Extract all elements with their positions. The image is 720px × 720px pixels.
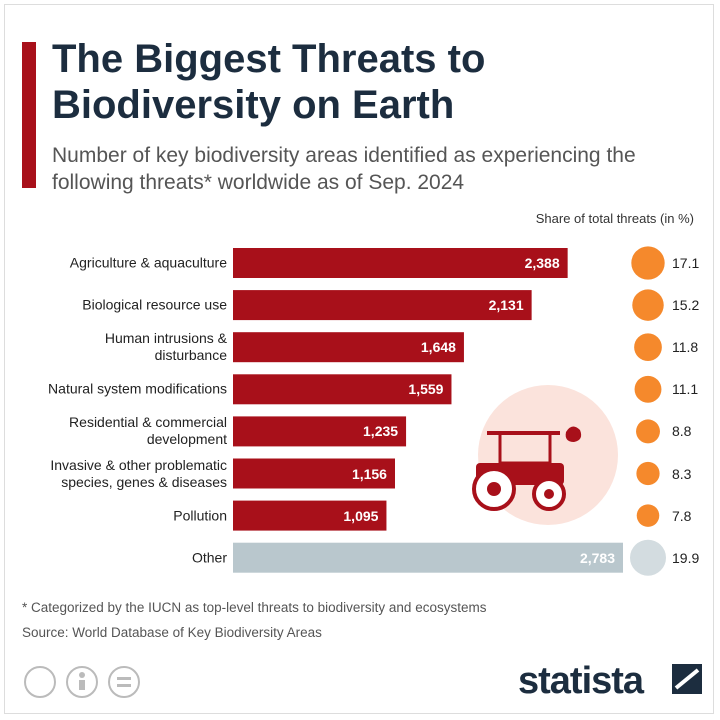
- value-label: 1,156: [351, 465, 387, 482]
- category-label: Biological resource use: [82, 296, 227, 313]
- bar: [233, 542, 623, 573]
- share-circle: [636, 504, 660, 527]
- share-label: 8.3: [672, 465, 692, 482]
- bar: [233, 374, 452, 405]
- category-label: Pollution: [173, 507, 227, 524]
- bar: [233, 458, 395, 489]
- value-label: 1,235: [363, 423, 399, 440]
- license-icons: [24, 666, 140, 698]
- category-label: Residential & commercial development: [69, 414, 227, 448]
- bar: [233, 500, 387, 531]
- subtitle: Number of key biodiversity areas identif…: [52, 144, 636, 194]
- category-label: Natural system modifications: [48, 380, 227, 397]
- tractor-illustration: [472, 385, 618, 525]
- bar: [233, 332, 464, 363]
- share-header: Share of total threats (in %): [535, 211, 694, 226]
- category-label: Invasive & other problematic species, ge…: [50, 456, 227, 490]
- frame: [4, 4, 714, 714]
- share-circle: [634, 375, 662, 403]
- source: Source: World Database of Key Biodiversi…: [22, 625, 322, 640]
- share-circle: [631, 246, 665, 280]
- share-label: 8.8: [672, 423, 692, 440]
- value-label: 2,131: [488, 297, 524, 314]
- value-label: 1,648: [420, 339, 456, 356]
- title: The Biggest Threats to Biodiversity on E…: [52, 37, 486, 127]
- value-label: 1,095: [343, 507, 379, 524]
- category-label: Other: [191, 549, 227, 566]
- footnote: * Categorized by the IUCN as top-level t…: [22, 600, 487, 615]
- share-circle: [636, 461, 660, 486]
- accent-bar: [22, 42, 36, 188]
- value-label: 2,388: [524, 255, 560, 271]
- bar: [233, 416, 407, 447]
- bar: [233, 248, 568, 278]
- share-label: 7.8: [672, 507, 692, 524]
- value-label: 2,783: [579, 549, 615, 566]
- share-label: 19.9: [672, 549, 700, 566]
- category-label: Agriculture & aquaculture: [69, 254, 227, 271]
- value-label: 1,559: [408, 381, 444, 398]
- share-circle: [632, 289, 664, 321]
- brand: statista: [518, 660, 644, 702]
- bar: [233, 290, 532, 321]
- share-label: 17.1: [672, 255, 700, 271]
- share-circle: [634, 333, 662, 362]
- brand-icon: [672, 664, 702, 694]
- share-label: 11.8: [672, 339, 699, 356]
- share-label: 11.1: [672, 381, 699, 398]
- category-label: Human intrusions & disturbance: [104, 330, 227, 364]
- share-label: 15.2: [672, 297, 700, 314]
- share-circle: [630, 539, 666, 576]
- share-circle: [636, 419, 660, 444]
